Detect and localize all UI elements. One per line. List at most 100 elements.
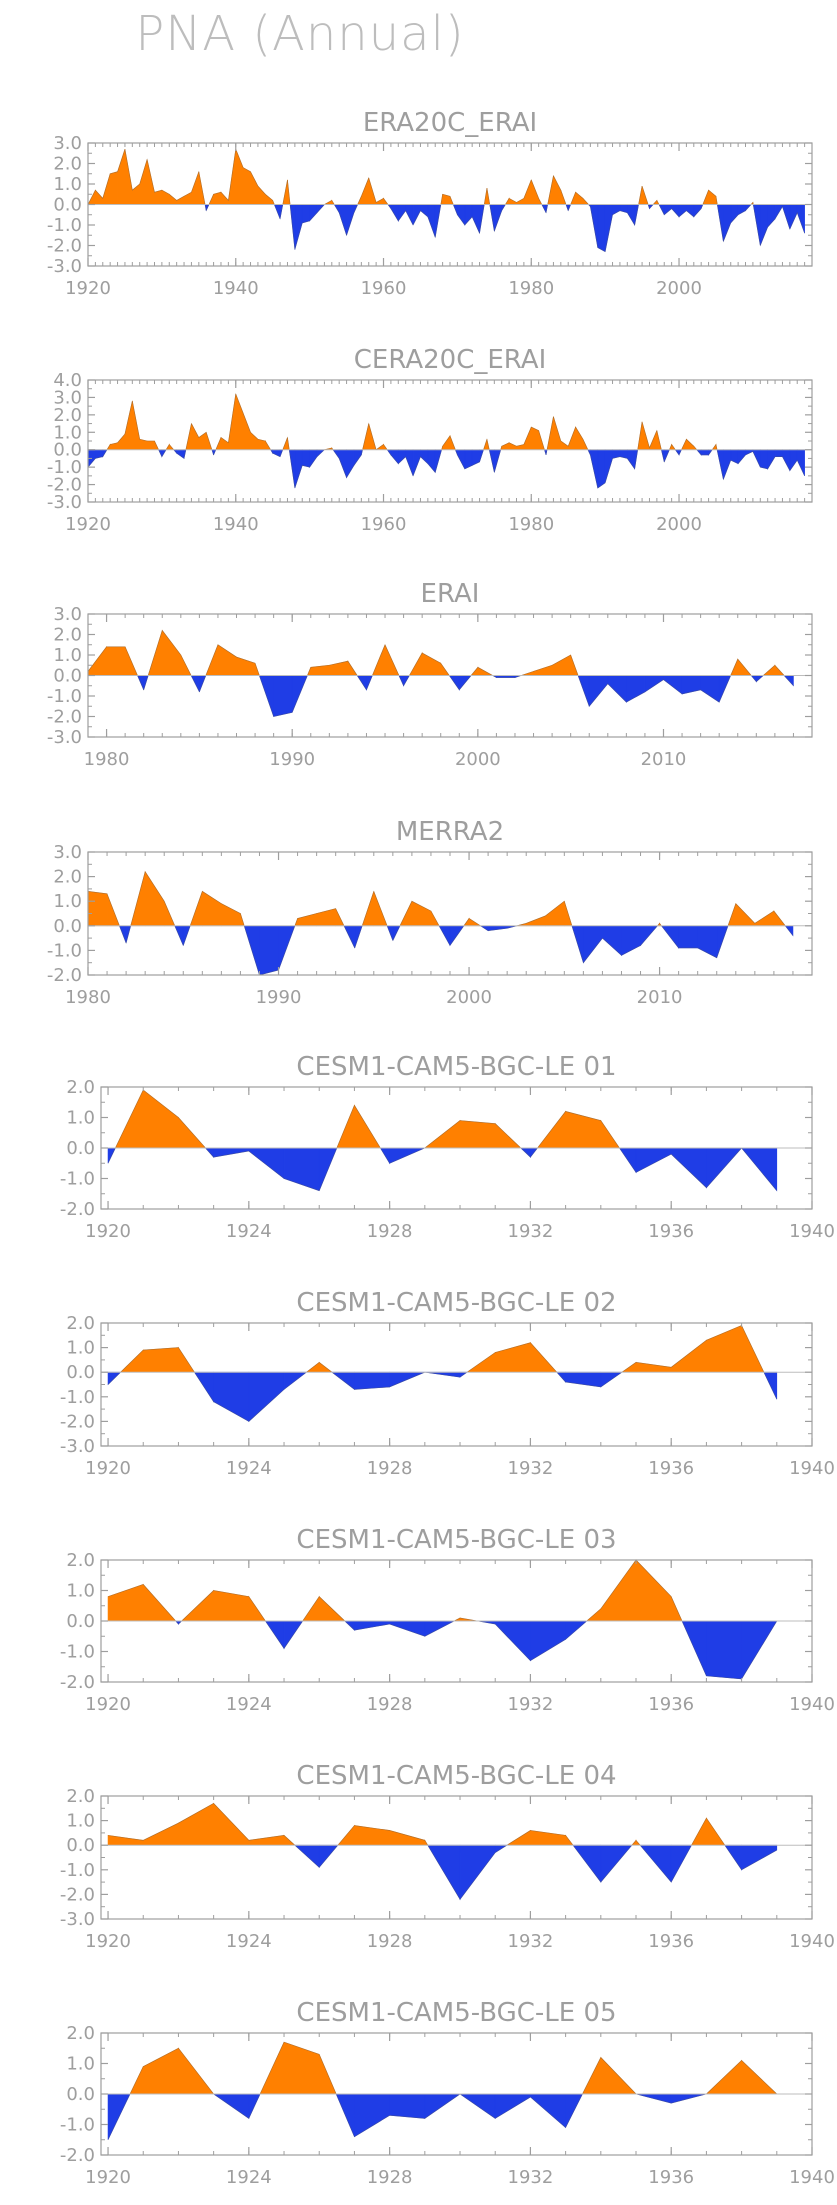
positive-area xyxy=(553,416,562,451)
x-tick-label: 1924 xyxy=(226,1694,272,1715)
x-tick-label: 1928 xyxy=(367,1221,413,1242)
negative-area xyxy=(597,449,606,489)
negative-area xyxy=(301,449,310,468)
y-tick-label: 0.0 xyxy=(66,1835,95,1856)
positive-area xyxy=(107,1583,144,1622)
x-tick-label: 1940 xyxy=(213,514,259,535)
positive-area xyxy=(142,1347,179,1373)
x-tick-label: 1932 xyxy=(508,1931,554,1952)
positive-area xyxy=(575,425,584,451)
negative-area xyxy=(671,204,680,218)
negative-area xyxy=(774,449,783,457)
y-tick-label: -2.0 xyxy=(60,1411,95,1432)
y-tick-label: 1.0 xyxy=(53,645,82,666)
x-tick-label: 1940 xyxy=(789,1931,835,1952)
series-line xyxy=(107,1089,778,1192)
positive-area xyxy=(523,426,532,451)
y-tick-label: 1.0 xyxy=(66,1338,95,1359)
y-tick-label: 3.0 xyxy=(53,133,82,154)
x-tick-label: 1920 xyxy=(85,2167,131,2188)
y-tick-label: -2.0 xyxy=(60,2145,95,2166)
x-tick-label: 1928 xyxy=(367,1931,413,1952)
x-tick-label: 1920 xyxy=(85,1221,131,1242)
chart-panel: ERAI -3.0-2.0-1.00.01.02.03.0 1980 1990 2000… xyxy=(47,579,813,770)
y-tick-label: -3.0 xyxy=(60,1436,95,1457)
negative-area xyxy=(420,204,429,218)
positive-area xyxy=(670,1339,707,1373)
negative-area xyxy=(530,1620,566,1662)
y-tick-label: -1.0 xyxy=(60,1387,95,1408)
x-tick-label: 2010 xyxy=(641,749,687,770)
y-tick-label: 0.0 xyxy=(66,1362,95,1383)
positive-area xyxy=(686,438,695,451)
negative-area xyxy=(471,449,480,466)
y-tick-label: -2.0 xyxy=(47,707,82,728)
y-tick-label: 2.0 xyxy=(53,867,82,888)
positive-area xyxy=(600,1559,637,1622)
y-tick-label: 1.0 xyxy=(66,1581,95,1602)
negative-area xyxy=(354,2093,390,2138)
negative-area xyxy=(612,204,621,216)
chart-title: CESM1-CAM5-BGC-LE 03 xyxy=(296,1525,616,1555)
negative-area xyxy=(741,1844,778,1871)
x-tick-label: 2000 xyxy=(455,749,501,770)
y-tick-label: 1.0 xyxy=(53,174,82,195)
y-tick-label: 0.0 xyxy=(53,666,82,687)
y-tick-label: 1.0 xyxy=(53,891,82,912)
positive-area xyxy=(109,171,118,205)
negative-area xyxy=(248,1371,285,1423)
y-tick-label: -1.0 xyxy=(47,215,82,236)
positive-area xyxy=(530,426,539,451)
y-tick-label: 3.0 xyxy=(53,387,82,408)
positive-area xyxy=(525,915,546,927)
chart-title: CERA20C_ERAI xyxy=(354,345,547,375)
positive-area xyxy=(146,159,155,205)
chart-title: CESM1-CAM5-BGC-LE 01 xyxy=(296,1052,616,1082)
negative-area xyxy=(405,449,414,476)
positive-area xyxy=(146,440,155,451)
y-tick-label: 2.0 xyxy=(66,1786,95,1807)
y-tick-label: -2.0 xyxy=(60,1884,95,1905)
y-tick-label: 1.0 xyxy=(66,2054,95,2075)
positive-area xyxy=(501,442,510,451)
x-tick-label: 1940 xyxy=(789,1221,835,1242)
x-tick-label: 1920 xyxy=(65,278,111,299)
negative-area xyxy=(607,675,627,703)
page-title: PNA (Annual) xyxy=(135,6,465,62)
x-tick-label: 2000 xyxy=(446,987,492,1008)
y-tick-label: 2.0 xyxy=(66,1077,95,1098)
negative-area xyxy=(420,449,429,465)
positive-area xyxy=(354,1825,390,1846)
positive-area xyxy=(242,413,251,451)
x-tick-label: 1920 xyxy=(65,514,111,535)
x-tick-label: 1936 xyxy=(648,1931,694,1952)
chart-panel: CESM1-CAM5-BGC-LE 01 -2.0 -1.0 0.0 1.0 2.0 192… xyxy=(60,1052,835,1242)
negative-area xyxy=(663,675,683,695)
negative-area xyxy=(457,449,466,470)
x-tick-label: 1960 xyxy=(361,514,407,535)
negative-area xyxy=(604,204,613,252)
y-tick-label: 0.0 xyxy=(53,440,82,461)
x-tick-label: 2000 xyxy=(656,278,702,299)
negative-area xyxy=(597,204,606,253)
series-line xyxy=(107,1803,777,1900)
negative-area xyxy=(390,204,399,222)
negative-area xyxy=(759,449,768,470)
x-tick-label: 1928 xyxy=(367,1458,413,1479)
x-tick-label: 1928 xyxy=(367,1694,413,1715)
positive-area xyxy=(635,1559,672,1622)
negative-area xyxy=(789,204,798,230)
positive-area xyxy=(154,189,163,205)
negative-area xyxy=(346,204,355,236)
negative-area xyxy=(621,925,641,956)
x-tick-label: 1980 xyxy=(508,278,554,299)
chart-title: MERRA2 xyxy=(396,817,504,847)
y-tick-label: -1.0 xyxy=(47,940,82,961)
negative-area xyxy=(678,925,698,949)
y-tick-label: 0.0 xyxy=(66,1138,95,1159)
x-tick-label: 1940 xyxy=(789,2167,835,2188)
chart-panel: CESM1-CAM5-BGC-LE 03 -2.0 -1.0 0.0 1.0 2.0 192… xyxy=(60,1525,835,1715)
positive-area xyxy=(575,191,584,205)
series-line xyxy=(87,629,794,717)
positive-area xyxy=(87,645,107,676)
